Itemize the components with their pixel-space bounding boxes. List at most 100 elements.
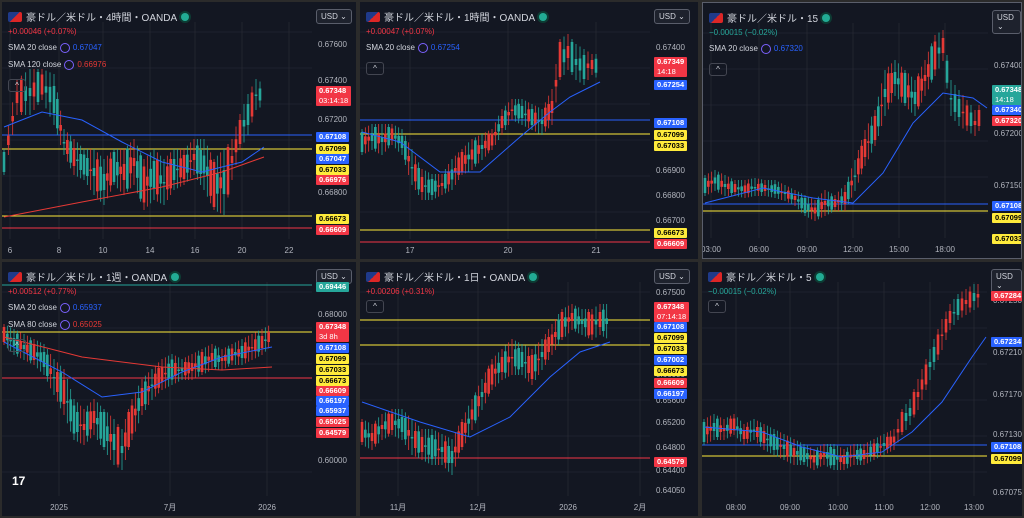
candle-body: [96, 418, 99, 425]
indicator-settings-icon[interactable]: [59, 303, 70, 313]
indicator-settings-icon[interactable]: [59, 320, 70, 330]
indicator-settings-icon[interactable]: [64, 60, 75, 70]
indicator-legend[interactable]: SMA 20 close 0.67320: [709, 44, 803, 54]
candle-body: [520, 106, 524, 118]
candle-body: [124, 432, 127, 447]
candle-body: [464, 155, 467, 164]
time-axis-tick: 03:00: [703, 245, 722, 254]
sma-line: [3, 341, 273, 398]
indicator-legend[interactable]: SMA 20 close 0.67254: [366, 43, 460, 53]
time-axis-tick: 8: [57, 246, 62, 255]
currency-selector[interactable]: USD ⌄: [316, 9, 352, 24]
indicator-settings-icon[interactable]: [59, 43, 70, 53]
currency-selector[interactable]: USD ⌄: [991, 269, 1022, 293]
market-status-icon: [539, 12, 548, 21]
candle-body: [562, 49, 566, 63]
chart-canvas[interactable]: 0.674000.673000.670000.669000.668000.667…: [360, 2, 698, 259]
indicator-settings-icon[interactable]: [760, 44, 771, 54]
candle-body: [847, 181, 850, 200]
chart-canvas[interactable]: 0.68000 0.60000 2025 7月 2026: [2, 262, 356, 516]
candle-body: [450, 451, 454, 463]
collapse-legend-button[interactable]: ^: [709, 63, 727, 76]
candle-body: [62, 142, 66, 144]
candle-body: [510, 109, 514, 111]
indicator-settings-icon[interactable]: [417, 43, 428, 53]
currency-selector[interactable]: USD ⌄: [654, 269, 690, 284]
currency-selector[interactable]: USD ⌄: [992, 10, 1021, 34]
sma-line: [3, 336, 273, 371]
candle-body: [109, 434, 112, 442]
collapse-legend-button[interactable]: ^: [8, 339, 26, 352]
candle-body: [186, 154, 189, 173]
chart-canvas[interactable]: 0.674500.674000.672000.6715003:0006:0009…: [703, 3, 1021, 258]
chart-pane-5m[interactable]: 0.672500.672100.671700.671300.6707508:00…: [702, 262, 1022, 516]
candle-body: [106, 173, 109, 181]
chart-pane-1d[interactable]: 0.675000.660000.656000.652000.648000.644…: [360, 262, 698, 516]
candle-body: [139, 155, 142, 199]
chart-canvas[interactable]: 0.675000.660000.656000.652000.648000.644…: [360, 262, 698, 516]
candle-body: [430, 435, 434, 459]
candle-body: [809, 456, 812, 460]
candle-body: [850, 180, 853, 186]
candle-body: [712, 423, 716, 431]
candle-body: [792, 448, 796, 456]
candle-body: [940, 334, 944, 336]
candle-body: [594, 58, 598, 73]
candle-body: [467, 154, 470, 160]
candle-body: [557, 319, 560, 340]
candle-body: [66, 401, 69, 403]
chart-pane-1h[interactable]: 0.674000.673000.670000.669000.668000.667…: [360, 2, 698, 259]
candle-body: [752, 429, 756, 431]
candle-body: [404, 418, 407, 440]
tradingview-logo-icon[interactable]: 17: [12, 474, 26, 488]
candle-body: [237, 349, 240, 357]
price-label: 0.67099: [991, 454, 1022, 464]
candle-body: [246, 104, 250, 125]
chart-title: 豪ドル／米ドル・5: [708, 269, 824, 284]
candle-body: [136, 161, 139, 178]
candle-body: [19, 341, 22, 350]
candle-body: [109, 158, 112, 186]
candle-body: [889, 436, 892, 446]
chart-canvas[interactable]: 0.672500.672100.671700.671300.6707508:00…: [702, 262, 1022, 516]
chart-pane-15m[interactable]: 0.674500.674000.672000.6715003:0006:0009…: [702, 2, 1022, 259]
candle-body: [787, 190, 790, 199]
candle-body: [59, 125, 62, 131]
indicator-legend[interactable]: SMA 120 close 0.66976: [8, 60, 106, 70]
chart-pane-1w[interactable]: 0.68000 0.60000 2025 7月 2026 豪ドル／米ドル・1週・OANDA…: [2, 262, 356, 516]
candle-body: [116, 162, 119, 176]
price-axis-tick: 0.64800: [656, 443, 685, 452]
candle-body: [46, 354, 49, 376]
chart-canvas[interactable]: 0.67600 0.67400 0.67200 0.66800 6 8 10 14 16 20 22: [2, 2, 356, 259]
candle-body: [743, 185, 747, 193]
candle-body: [957, 99, 961, 117]
collapse-legend-button[interactable]: ^: [8, 79, 26, 92]
indicator-name: SMA 20 close: [709, 44, 758, 54]
candle-body: [772, 434, 776, 450]
collapse-legend-button[interactable]: ^: [366, 300, 384, 313]
collapse-legend-button[interactable]: ^: [708, 300, 726, 313]
candle-body: [930, 46, 933, 80]
collapse-legend-button[interactable]: ^: [366, 62, 384, 75]
indicator-legend[interactable]: SMA 20 close 0.65937: [8, 303, 102, 313]
chart-pane-4h[interactable]: 0.67600 0.67400 0.67200 0.66800 6 8 10 14 16 20 22…: [2, 2, 356, 259]
candle-body: [544, 107, 547, 127]
candle-body: [417, 431, 420, 453]
currency-selector[interactable]: USD ⌄: [654, 9, 690, 24]
price-axis-tick: 0.67150: [994, 181, 1021, 190]
price-axis-tick: 0.67210: [993, 348, 1022, 357]
price-change: +0.00512 (+0.77%): [8, 287, 77, 296]
candle-body: [162, 182, 166, 184]
candle-body: [945, 60, 949, 83]
candle-body: [367, 136, 370, 141]
candle-body: [434, 439, 437, 457]
countdown-label: 14:18: [657, 67, 676, 76]
price-change: −0.00015 (−0.02%): [709, 28, 778, 37]
indicator-legend[interactable]: SMA 20 close 0.67047: [8, 43, 102, 53]
candle-body: [48, 86, 52, 103]
candle-body: [72, 405, 76, 434]
candle-body: [973, 121, 977, 125]
time-axis-tick: 12月: [470, 503, 487, 512]
candle-body: [892, 436, 896, 443]
indicator-legend[interactable]: SMA 80 close 0.65025: [8, 320, 102, 330]
